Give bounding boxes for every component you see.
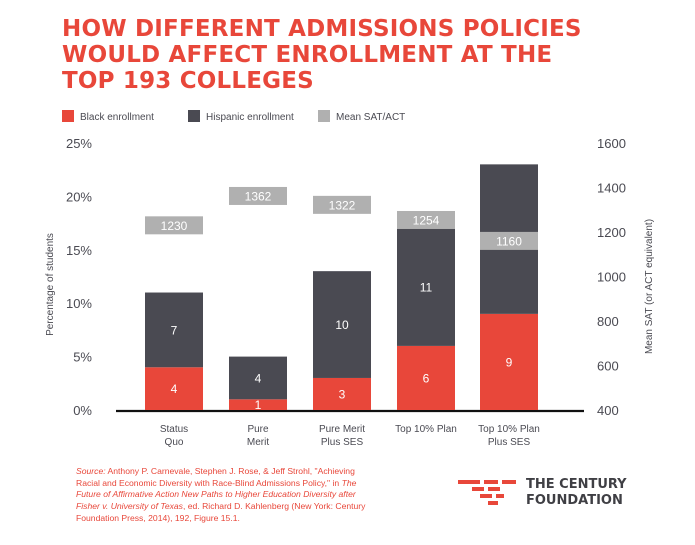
- sat-marker: [313, 195, 371, 214]
- category-label: Top 10% Plan Plus SES: [478, 424, 540, 448]
- category-label-line: Top 10% Plan: [395, 424, 457, 435]
- y-right-tick-label: 400: [597, 403, 619, 418]
- logo-line-2: FOUNDATION: [526, 493, 623, 508]
- source-text-1: Anthony P. Carnevale, Stephen J. Rose, &…: [76, 466, 355, 488]
- stacked-bar-chart: Black enrollment Hispanic enrollment Mean …: [45, 110, 655, 448]
- bar-hispanic: [397, 228, 455, 346]
- y-left-tick-label: 20%: [66, 189, 92, 204]
- legend-label-2: Mean SAT/ACT: [336, 112, 405, 123]
- logo-line-1: THE CENTURY: [526, 477, 627, 492]
- category-label-line: Quo: [165, 437, 184, 448]
- chart-title: HOW DIFFERENT ADMISSIONS POLICIES WOULD …: [62, 16, 662, 94]
- y-left-tick-label: 25%: [66, 136, 92, 151]
- sat-marker: [480, 231, 538, 250]
- bar-black: [145, 367, 203, 410]
- bar-value-label: 1: [255, 398, 262, 412]
- y-left-tick-label: 5%: [73, 350, 92, 365]
- bar-value-label: 4: [255, 371, 262, 385]
- bar-value-label: 6: [423, 371, 430, 385]
- source-book-title: The Future of Affirmative Action New Pat…: [76, 477, 357, 512]
- y-left-tick-label: 0%: [73, 403, 92, 418]
- sat-marker: [229, 186, 287, 205]
- bar-black: [313, 377, 371, 410]
- bar-hispanic: [145, 292, 203, 368]
- category-label: Top 10% Plan: [395, 424, 457, 435]
- bar-value-label: 7: [171, 323, 178, 337]
- title-line-2: WOULD AFFECT ENROLLMENT AT THE: [62, 42, 553, 68]
- category-label-line: Plus SES: [488, 437, 531, 448]
- y-left-tick-label: 10%: [66, 296, 92, 311]
- sat-marker: [397, 210, 455, 229]
- source-note: Source: Anthony P. Carnevale, Stephen J.…: [76, 466, 376, 525]
- category-label-line: Top 10% Plan: [478, 424, 540, 435]
- sat-markers: 1230 1362 1322 1254 1160: [145, 186, 538, 250]
- legend-swatch-2: [318, 110, 330, 122]
- y-right-tick-label: 1400: [597, 181, 626, 196]
- category-label: Pure Merit Plus SES: [319, 424, 365, 448]
- sat-marker: [145, 216, 203, 235]
- y-right-tick-label: 1200: [597, 225, 626, 240]
- y-left-axis-label: Percentage of students: [45, 233, 56, 336]
- y-right-tick-label: 1600: [597, 136, 626, 151]
- sat-value-label: 1322: [329, 198, 356, 212]
- logo-wordmark: THE CENTURY FOUNDATION: [526, 477, 627, 509]
- sat-value-label: 1362: [245, 189, 272, 203]
- legend: Black enrollment Hispanic enrollment Mean …: [62, 110, 405, 123]
- source-text-2: , ed. Richard D. Kahlenberg (New York: C…: [76, 501, 366, 523]
- y-right-tick-label: 1000: [597, 270, 626, 285]
- category-label-line: Plus SES: [321, 437, 364, 448]
- title-line-1: HOW DIFFERENT ADMISSIONS POLICIES: [62, 16, 582, 42]
- bar-value-label: 10: [335, 318, 349, 332]
- source-lead: Source:: [76, 466, 106, 476]
- axes: 0% 5% 10% 15% 20% 25% 400 600 800 1000 1200 1400 160…: [45, 136, 655, 448]
- legend-label-0: Black enrollment: [80, 112, 154, 123]
- sat-value-label: 1160: [496, 234, 522, 248]
- category-label-line: Pure Merit: [319, 424, 365, 435]
- legend-label-1: Hispanic enrollment: [206, 112, 294, 123]
- category-label: Pure Merit: [247, 424, 269, 448]
- category-label-line: Merit: [247, 437, 269, 448]
- century-foundation-logo: THE CENTURY FOUNDATION: [458, 474, 678, 514]
- bar-value-label: 4: [171, 382, 178, 396]
- bar-value-label: 3: [339, 387, 346, 401]
- bar-black: [229, 399, 287, 410]
- legend-swatch-1: [188, 110, 200, 122]
- y-left-tick-label: 15%: [66, 243, 92, 258]
- bar-value-label: 9: [506, 355, 513, 369]
- sat-value-label: 1230: [161, 219, 188, 233]
- bars: 4714310611914: [145, 164, 538, 412]
- y-right-axis-label: Mean SAT (or ACT equivalent): [644, 219, 655, 354]
- bar-hispanic: [229, 356, 287, 400]
- category-label-line: Status: [160, 424, 188, 435]
- sat-value-label: 1254: [413, 213, 440, 227]
- logo-mark-icon: [458, 480, 516, 505]
- category-label-line: Pure: [247, 424, 269, 435]
- bar-black: [480, 313, 538, 410]
- bar-value-label: 11: [420, 281, 433, 295]
- bar-black: [397, 345, 455, 410]
- y-right-tick-label: 600: [597, 359, 619, 374]
- legend-swatch-0: [62, 110, 74, 122]
- category-label: Status Quo: [160, 424, 188, 448]
- bar-hispanic: [313, 271, 371, 378]
- title-line-3: TOP 193 COLLEGES: [62, 68, 314, 94]
- y-right-tick-label: 800: [597, 314, 619, 329]
